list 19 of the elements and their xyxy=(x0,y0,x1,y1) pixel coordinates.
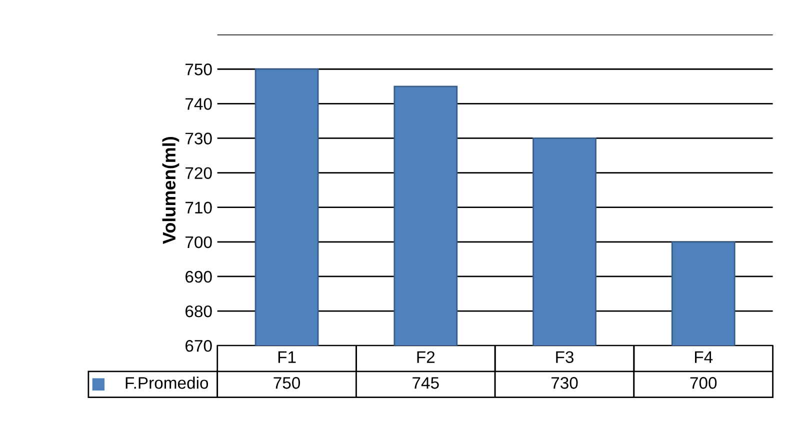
data-label: 750 xyxy=(274,377,300,389)
data-label: 700 xyxy=(690,377,717,389)
y-axis-title: Volumen(ml) xyxy=(162,136,180,244)
y-tick-label: 680 xyxy=(186,305,212,318)
x-tick-label: F1 xyxy=(278,351,296,363)
data-label: 745 xyxy=(412,377,439,389)
x-tick-label: F4 xyxy=(695,351,713,363)
y-tick-label: 710 xyxy=(186,202,212,214)
legend-label: F.Promedio xyxy=(126,376,208,389)
y-tick-label: 750 xyxy=(186,64,212,76)
y-tick-label: 740 xyxy=(186,98,212,110)
y-tick-label: 700 xyxy=(186,236,212,248)
y-tick-label: 670 xyxy=(186,340,212,352)
y-tick-label: 690 xyxy=(186,270,212,283)
y-tick-label: 720 xyxy=(186,167,212,180)
data-label: 730 xyxy=(551,377,578,389)
y-tick-label: 730 xyxy=(186,132,212,144)
x-tick-label: F2 xyxy=(417,351,435,363)
x-tick-label: F3 xyxy=(556,351,574,363)
